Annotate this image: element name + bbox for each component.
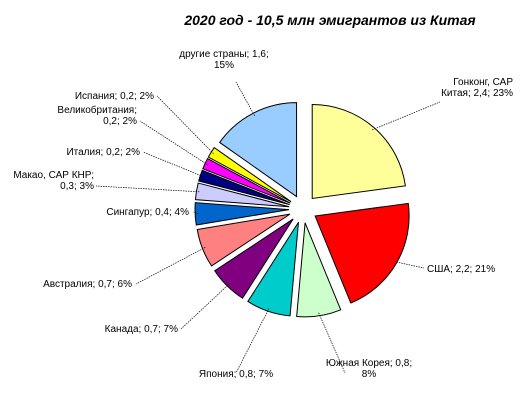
leader-line [393, 261, 425, 269]
leader-line [142, 151, 204, 177]
leader-lines [95, 81, 441, 374]
pie-slice [247, 221, 299, 317]
leader-line [318, 312, 346, 374]
leader-line [95, 185, 200, 193]
leader-line [192, 211, 199, 215]
pie-slice [194, 202, 290, 226]
data-label: Сингапур; 0,4; 4% [106, 207, 189, 218]
leader-line [371, 101, 441, 131]
data-label: Макао, САР КНР; 0,3; 3% [13, 170, 94, 192]
data-labels: Гонконг, САР Китая; 2,4; 23% США; 2,2; 21%… [13, 49, 513, 380]
pie-slices [194, 102, 410, 318]
leader-line [235, 308, 270, 374]
data-label: Великобритания; 0,2; 2% [57, 104, 137, 127]
leader-line [235, 81, 255, 116]
data-label: Италия; 0,2; 2% [66, 147, 140, 158]
chart-title: 2020 год - 10,5 млн эмигрантов из Китая [183, 12, 475, 28]
data-label: другие страны; 1,6; 15% [179, 49, 269, 71]
data-label: США; 2,2; 21% [427, 264, 495, 275]
pie-slice [202, 157, 291, 204]
leader-line [180, 283, 230, 330]
pie-slice [314, 202, 410, 304]
data-label: Испания; 0,2; 2% [75, 91, 154, 102]
data-label: Южная Корея; 0,8; 8% [326, 358, 412, 380]
pie-slice [207, 146, 292, 203]
data-label: Австралия; 0,7; 6% [43, 279, 132, 290]
leader-line [156, 95, 214, 155]
pie-slice [311, 103, 406, 200]
data-label: Канада; 0,7; 7% [105, 324, 178, 335]
data-label: Гонконг, САР Китая; 2,4; 23% [441, 77, 513, 99]
data-label: Япония; 0,8; 7% [199, 369, 273, 380]
pie-slice [296, 222, 342, 318]
leader-line [135, 247, 206, 285]
leader-line [139, 120, 208, 166]
